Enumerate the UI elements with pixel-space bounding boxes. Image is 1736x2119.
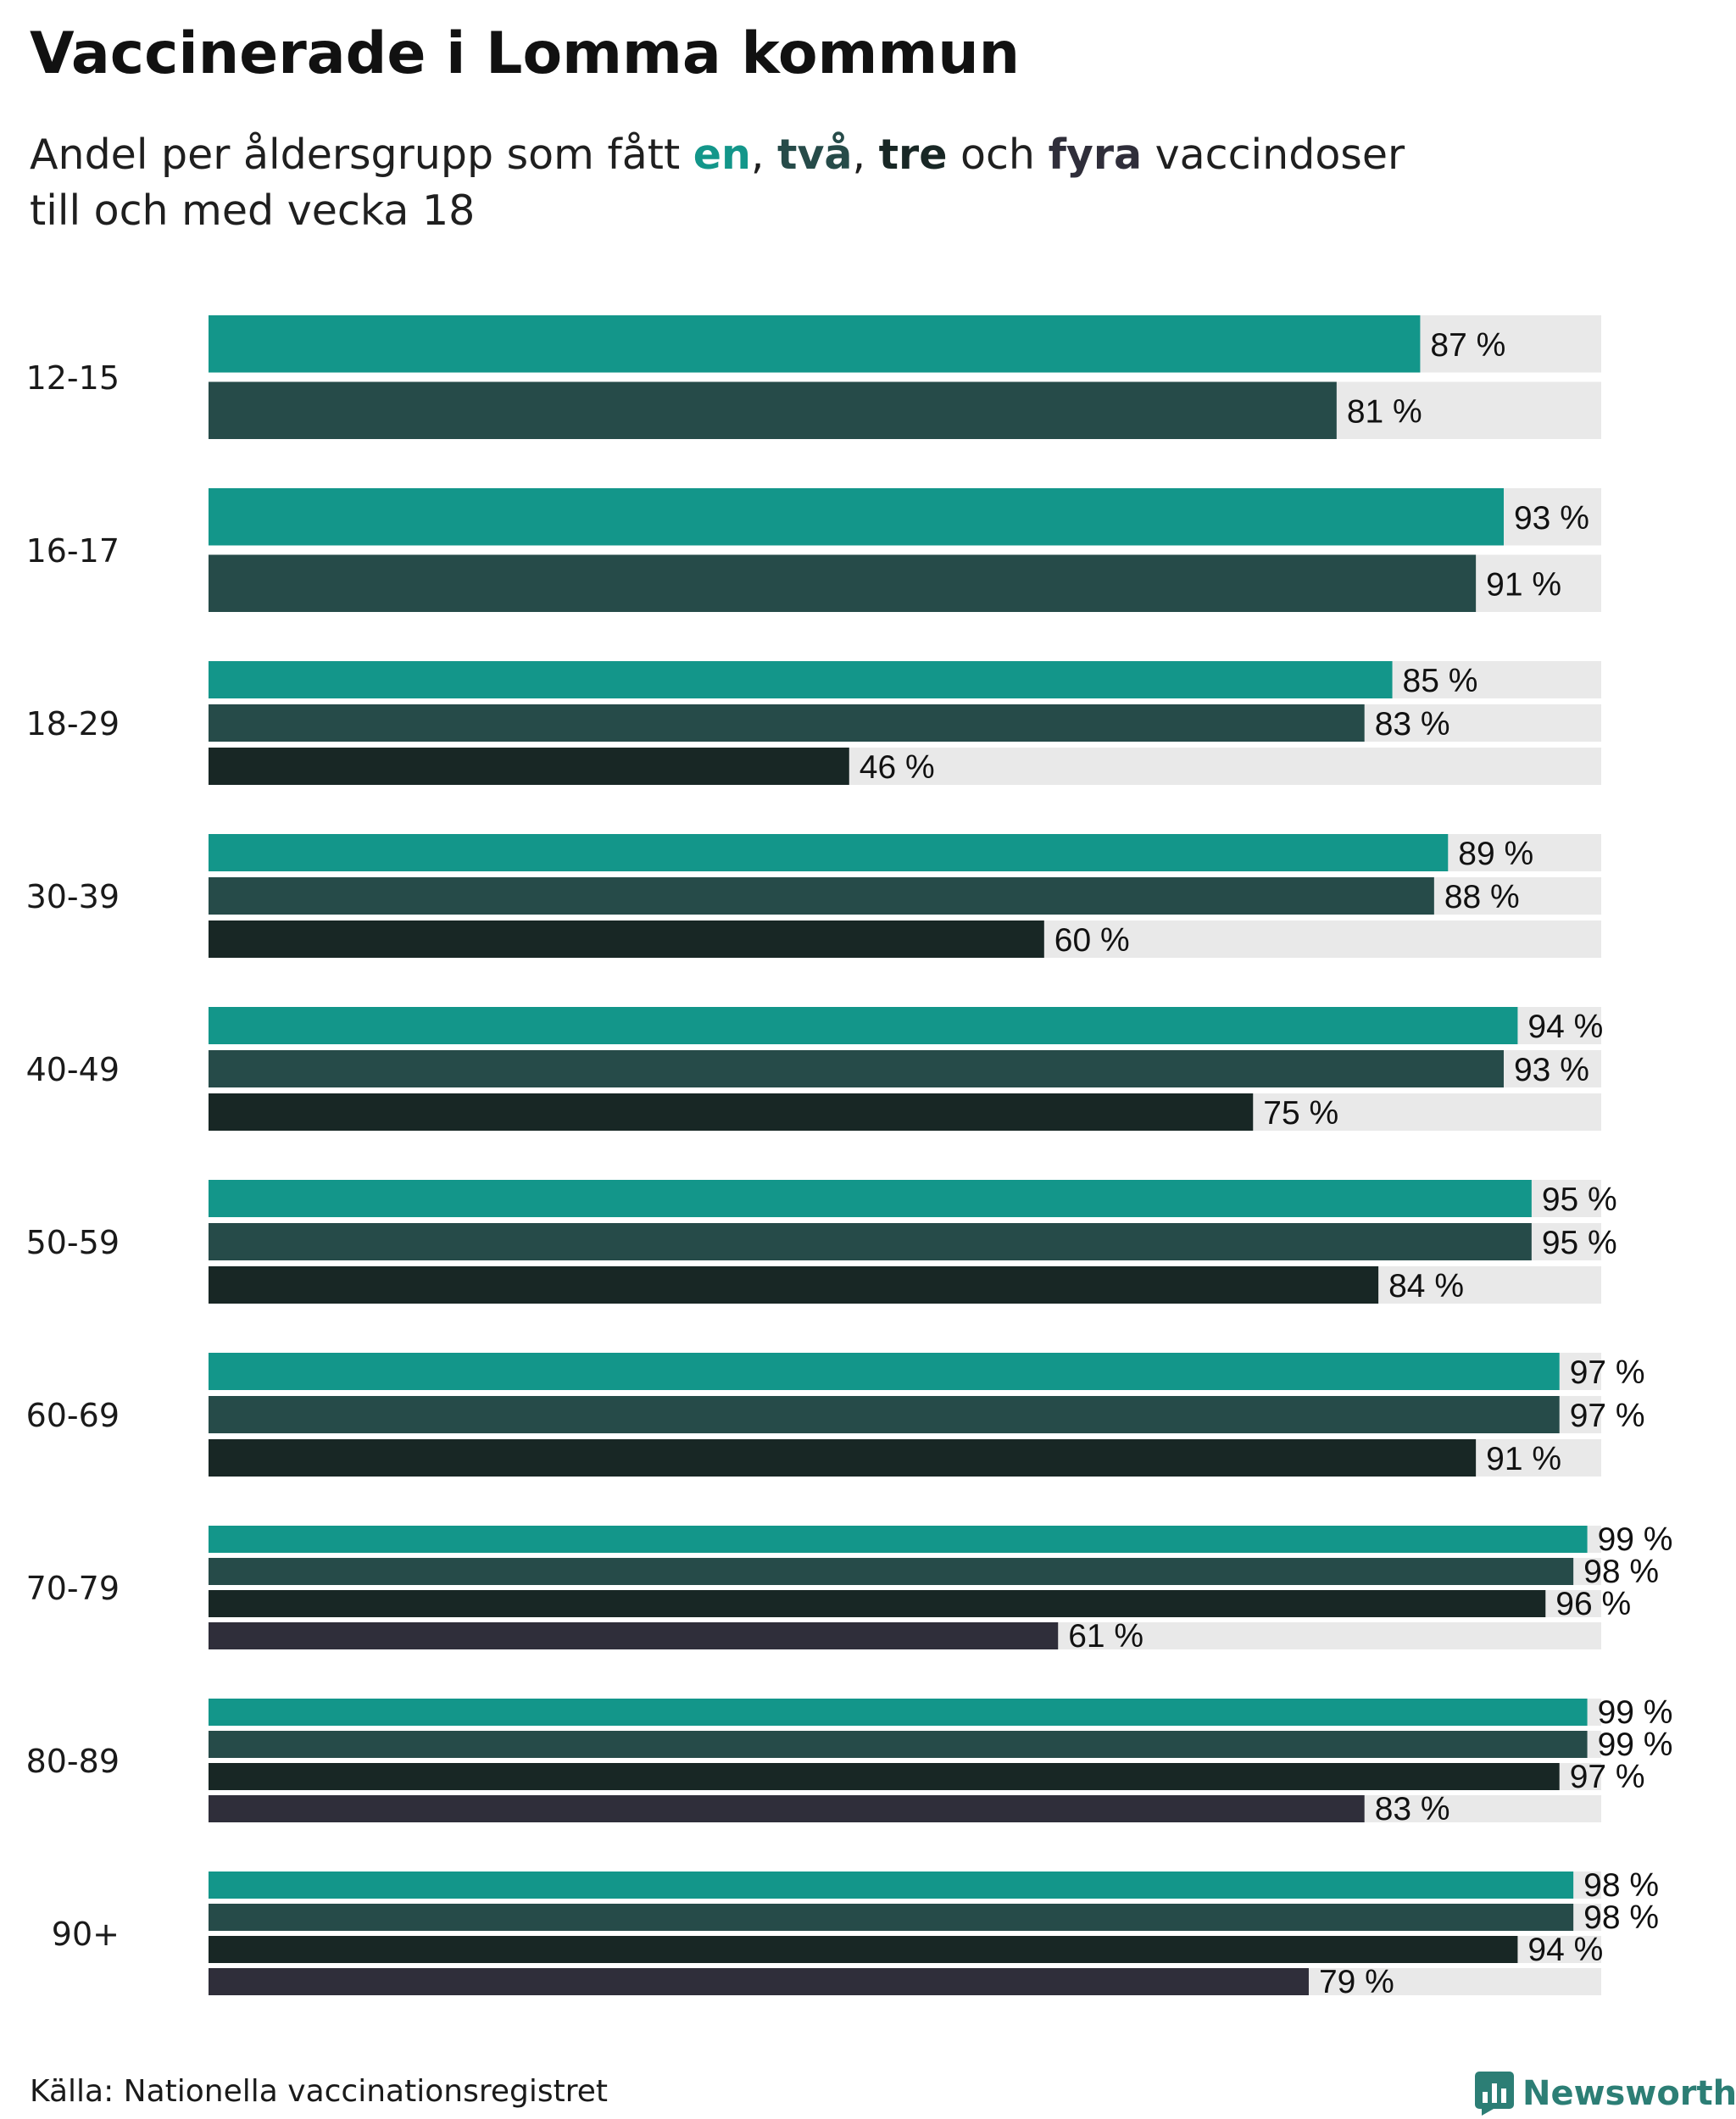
bar-40-49-dose-2 <box>209 1050 1504 1087</box>
data-label: 96 % <box>1555 1586 1631 1622</box>
bar-12-15-dose-1 <box>209 315 1421 373</box>
bar-60-69-dose-2 <box>209 1396 1560 1433</box>
data-label: 83 % <box>1375 706 1450 742</box>
data-label: 98 % <box>1583 1899 1659 1936</box>
bar-60-69-dose-1 <box>209 1353 1560 1390</box>
subtitle-separator: , <box>750 131 778 179</box>
bar-90+-dose-4 <box>209 1968 1309 1995</box>
data-label: 91 % <box>1486 1441 1561 1477</box>
category-label: 30-39 <box>26 878 120 915</box>
bar-80-89-dose-3 <box>209 1763 1560 1790</box>
bar-50-59-dose-1 <box>209 1180 1532 1217</box>
bar-16-17-dose-1 <box>209 488 1504 546</box>
bar-80-89-dose-1 <box>209 1699 1588 1726</box>
bar-80-89-dose-2 <box>209 1731 1588 1758</box>
source-note: Källa: Nationella vaccinationsregistret <box>30 2074 608 2109</box>
data-label: 97 % <box>1570 1398 1645 1434</box>
bar-90+-dose-2 <box>209 1904 1574 1931</box>
bar-50-59-dose-3 <box>209 1266 1379 1304</box>
data-label: 87 % <box>1430 327 1505 364</box>
chart-subtitle: Andel per åldersgrupp som fått en, två, … <box>30 127 1640 239</box>
category-label: 70-79 <box>26 1570 120 1607</box>
data-label: 75 % <box>1263 1095 1338 1132</box>
data-label: 98 % <box>1583 1554 1659 1590</box>
bar-90+-dose-1 <box>209 1872 1574 1899</box>
data-label: 95 % <box>1542 1225 1617 1261</box>
category-label: 40-49 <box>26 1051 120 1088</box>
subtitle-separator: , <box>852 131 879 179</box>
subtitle-separator: och <box>947 131 1049 179</box>
category-label: 50-59 <box>26 1224 120 1261</box>
bar-70-79-dose-2 <box>209 1558 1574 1585</box>
data-label: 97 % <box>1570 1759 1645 1795</box>
bar-16-17-dose-2 <box>209 554 1477 612</box>
data-label: 83 % <box>1375 1791 1450 1827</box>
legend-dose-2: två <box>777 131 853 179</box>
bar-70-79-dose-3 <box>209 1590 1546 1617</box>
bar-18-29-dose-3 <box>209 748 849 785</box>
legend-dose-4: fyra <box>1048 131 1143 179</box>
subtitle-suffix: vaccindoser <box>1142 131 1405 179</box>
data-label: 85 % <box>1403 663 1478 699</box>
data-label: 84 % <box>1388 1268 1464 1304</box>
brand-name: Newsworthy <box>1522 2074 1736 2113</box>
brand-logo: Newsworthy <box>1475 2068 1736 2119</box>
bar-12-15-dose-2 <box>209 381 1337 439</box>
data-label: 99 % <box>1598 1727 1673 1763</box>
data-label: 94 % <box>1527 1932 1603 1968</box>
bar-chart: 12-15 87 %81 % 16-17 93 % 91 % 18-29 85 % 83 % 4… <box>26 315 1673 2000</box>
data-label: 81 % <box>1347 393 1422 430</box>
chart-title: Vaccinerade i Lomma kommun <box>30 20 1021 87</box>
bar-90+-dose-3 <box>209 1936 1518 1963</box>
data-label: 91 % <box>1486 566 1561 603</box>
category-label: 90+ <box>52 1916 120 1953</box>
data-label: 94 % <box>1527 1009 1603 1045</box>
bar-18-29-dose-2 <box>209 704 1365 742</box>
bar-30-39-dose-1 <box>209 834 1449 871</box>
data-label: 95 % <box>1542 1182 1617 1218</box>
data-label: 97 % <box>1570 1354 1645 1391</box>
data-label: 93 % <box>1514 1052 1589 1088</box>
bar-40-49-dose-1 <box>209 1007 1518 1044</box>
data-label: 60 % <box>1054 922 1130 959</box>
bar-30-39-dose-2 <box>209 877 1434 915</box>
bar-50-59-dose-2 <box>209 1223 1532 1260</box>
data-label: 99 % <box>1598 1694 1673 1731</box>
subtitle-prefix: Andel per åldersgrupp som fått <box>30 131 693 179</box>
bar-30-39-dose-3 <box>209 920 1044 958</box>
data-label: 61 % <box>1068 1618 1143 1655</box>
bar-70-79-dose-1 <box>209 1526 1588 1553</box>
bar-18-29-dose-1 <box>209 661 1393 698</box>
data-label: 93 % <box>1514 500 1589 537</box>
data-label: 88 % <box>1444 879 1520 915</box>
bar-40-49-dose-3 <box>209 1093 1254 1131</box>
bar-60-69-dose-3 <box>209 1439 1477 1477</box>
category-label: 80-89 <box>26 1743 120 1780</box>
bar-70-79-dose-4 <box>209 1622 1059 1649</box>
category-label: 18-29 <box>26 705 120 742</box>
legend-dose-3: tre <box>878 131 948 179</box>
bar-80-89-dose-4 <box>209 1795 1365 1822</box>
data-label: 79 % <box>1319 1964 1394 2000</box>
newsworthy-logo-icon <box>1475 2072 1514 2116</box>
data-label: 98 % <box>1583 1867 1659 1904</box>
legend-dose-1: en <box>693 131 751 179</box>
category-label: 12-15 <box>26 359 120 397</box>
data-label: 99 % <box>1598 1521 1673 1558</box>
subtitle-line-2: till och med vecka 18 <box>30 186 476 235</box>
data-label: 89 % <box>1458 836 1533 872</box>
category-label: 16-17 <box>26 532 120 570</box>
data-label: 46 % <box>860 749 935 786</box>
category-label: 60-69 <box>26 1397 120 1434</box>
